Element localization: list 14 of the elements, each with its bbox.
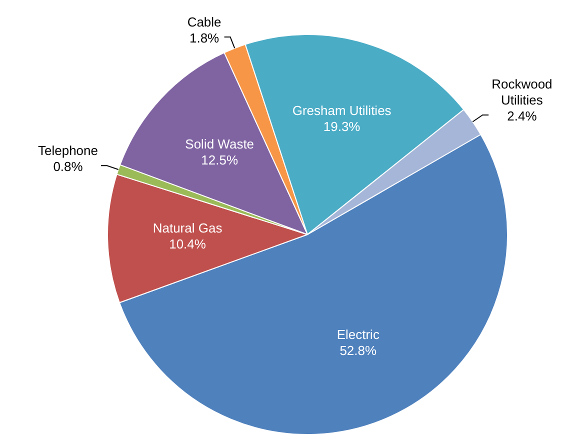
slice-label: Natural Gas <box>152 220 223 236</box>
slice-label: Telephone <box>38 143 98 158</box>
data-label: 0.8% <box>53 159 84 174</box>
data-label: 10.4% <box>169 236 206 252</box>
data-label: 19.3% <box>323 119 361 134</box>
slice-label: Solid Waste <box>185 136 254 152</box>
data-label: 1.8% <box>189 30 220 46</box>
slice-label: Electric <box>336 326 380 342</box>
slice-label: Cable <box>187 14 222 30</box>
data-label: 12.5% <box>201 152 238 168</box>
slice-label: Gresham Utilities <box>292 103 392 118</box>
data-label: 52.8% <box>340 342 378 358</box>
data-label: 2.4% <box>507 108 538 124</box>
slice-label: Rockwood Utilities <box>492 76 552 108</box>
